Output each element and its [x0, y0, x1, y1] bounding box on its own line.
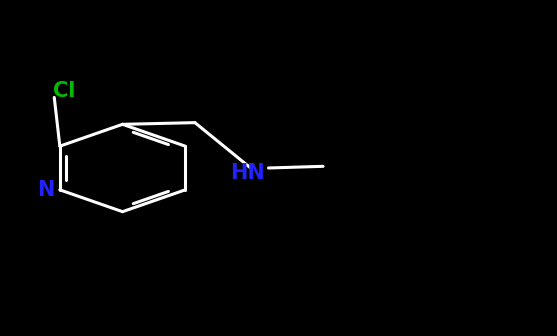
Text: Cl: Cl — [53, 81, 76, 101]
Text: HN: HN — [231, 163, 265, 183]
Text: N: N — [37, 180, 55, 200]
